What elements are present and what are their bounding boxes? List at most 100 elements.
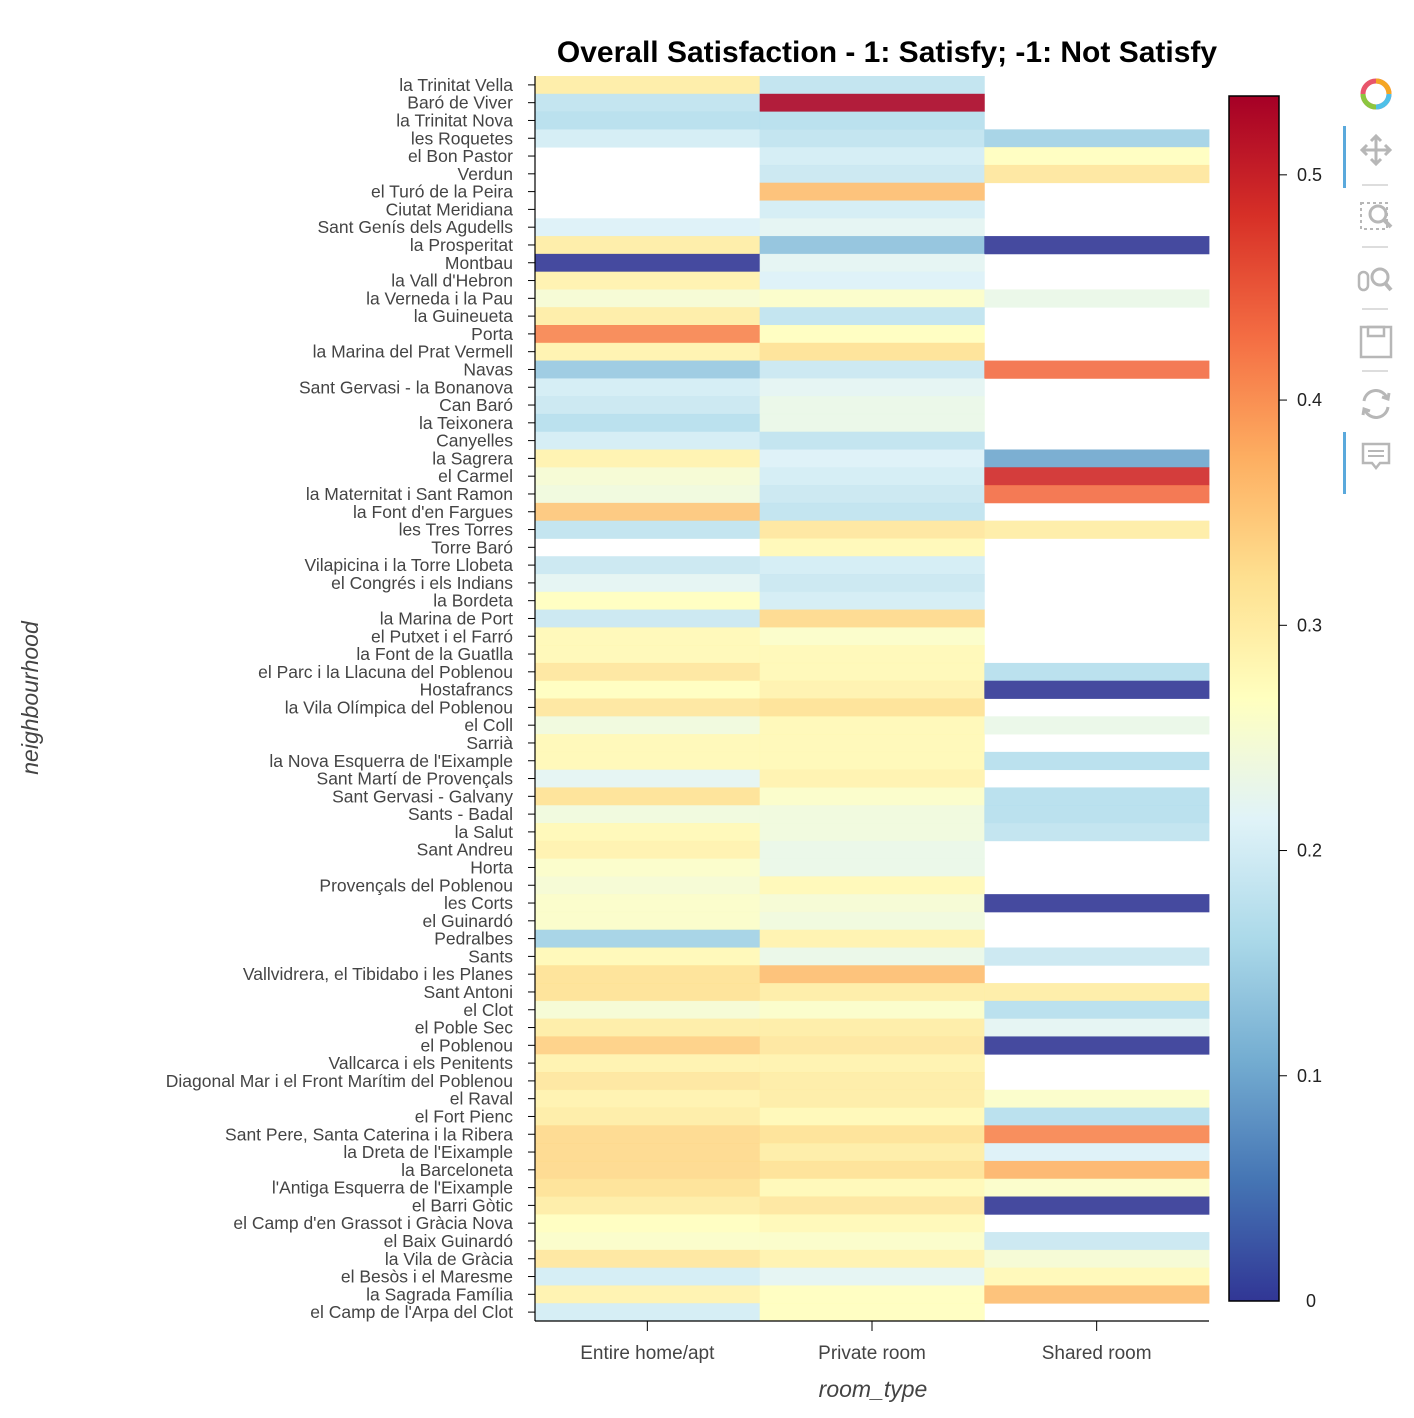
heatmap-cell[interactable]: [984, 129, 1210, 148]
heatmap-cell[interactable]: [984, 520, 1210, 539]
heatmap-cell[interactable]: [759, 1214, 985, 1233]
heatmap-cell[interactable]: [535, 396, 761, 415]
heatmap-cell[interactable]: [759, 325, 985, 344]
heatmap-cell[interactable]: [984, 1249, 1210, 1269]
heatmap-cell[interactable]: [535, 325, 761, 344]
heatmap-cell[interactable]: [759, 396, 985, 415]
heatmap-cell[interactable]: [535, 929, 761, 948]
heatmap-cell[interactable]: [535, 218, 761, 237]
heatmap-cell[interactable]: [759, 947, 985, 966]
heatmap-cell[interactable]: [759, 467, 985, 486]
heatmap-cell[interactable]: [759, 485, 985, 504]
heatmap-cell[interactable]: [984, 823, 1210, 842]
heatmap-cell[interactable]: [984, 805, 1210, 824]
heatmap-cell[interactable]: [535, 271, 761, 290]
heatmap-cell[interactable]: [984, 1036, 1210, 1055]
heatmap-cell[interactable]: [984, 289, 1210, 308]
heatmap-cell[interactable]: [759, 200, 985, 219]
heatmap-cell[interactable]: [759, 431, 985, 450]
heatmap-cell[interactable]: [759, 76, 985, 95]
heatmap-cell[interactable]: [759, 627, 985, 646]
heatmap-cell[interactable]: [759, 378, 985, 397]
heatmap-cell[interactable]: [759, 289, 985, 308]
heatmap-cell[interactable]: [535, 823, 761, 842]
heatmap-cell[interactable]: [535, 236, 761, 255]
heatmap-cell[interactable]: [759, 1160, 985, 1180]
heatmap-cell[interactable]: [984, 1143, 1210, 1162]
heatmap-cell[interactable]: [984, 1232, 1210, 1251]
heatmap-cell[interactable]: [535, 947, 761, 966]
heatmap-cell[interactable]: [759, 502, 985, 522]
heatmap-cell[interactable]: [759, 1196, 985, 1215]
heatmap-cell[interactable]: [535, 662, 761, 682]
heatmap-cell[interactable]: [535, 1178, 761, 1197]
heatmap-cell[interactable]: [759, 1249, 985, 1269]
heatmap-cell[interactable]: [535, 556, 761, 575]
heatmap-cell[interactable]: [759, 307, 985, 326]
hover-tool[interactable]: [1340, 432, 1410, 494]
heatmap-cell[interactable]: [535, 609, 761, 628]
heatmap-cell[interactable]: [535, 413, 761, 433]
heatmap-cell[interactable]: [535, 1054, 761, 1073]
heatmap-cell[interactable]: [759, 218, 985, 237]
heatmap-cell[interactable]: [535, 111, 761, 130]
heatmap-cell[interactable]: [984, 1125, 1210, 1144]
heatmap-cell[interactable]: [984, 360, 1210, 379]
heatmap-cell[interactable]: [759, 574, 985, 593]
heatmap-cell[interactable]: [759, 1000, 985, 1020]
heatmap-cell[interactable]: [535, 1249, 761, 1269]
heatmap-cell[interactable]: [759, 983, 985, 1002]
heatmap-cell[interactable]: [759, 236, 985, 255]
heatmap-cell[interactable]: [759, 751, 985, 771]
heatmap-cell[interactable]: [984, 449, 1210, 468]
heatmap-cell[interactable]: [759, 840, 985, 859]
heatmap-cell[interactable]: [759, 413, 985, 433]
heatmap-cell[interactable]: [535, 1143, 761, 1162]
heatmap-cell[interactable]: [984, 1196, 1210, 1215]
heatmap-cell[interactable]: [759, 645, 985, 664]
heatmap-cell[interactable]: [759, 271, 985, 290]
heatmap-cell[interactable]: [535, 1036, 761, 1055]
heatmap-cell[interactable]: [759, 769, 985, 788]
heatmap-cell[interactable]: [535, 307, 761, 326]
heatmap-cell[interactable]: [759, 1143, 985, 1162]
heatmap-cell[interactable]: [535, 1232, 761, 1251]
heatmap-cell[interactable]: [759, 342, 985, 361]
heatmap-cell[interactable]: [759, 876, 985, 895]
heatmap-cell[interactable]: [759, 538, 985, 557]
heatmap-cell[interactable]: [984, 716, 1210, 735]
heatmap-cell[interactable]: [759, 164, 985, 184]
heatmap-cell[interactable]: [984, 787, 1210, 806]
heatmap-cell[interactable]: [759, 1089, 985, 1108]
heatmap-cell[interactable]: [535, 734, 761, 753]
heatmap-cell[interactable]: [535, 378, 761, 397]
heatmap-cell[interactable]: [759, 182, 985, 201]
heatmap-cell[interactable]: [984, 680, 1210, 699]
heatmap-cell[interactable]: [759, 111, 985, 130]
heatmap-cell[interactable]: [535, 1107, 761, 1126]
heatmap-cell[interactable]: [759, 1178, 985, 1197]
heatmap-cell[interactable]: [984, 467, 1210, 486]
heatmap-cell[interactable]: [984, 1267, 1210, 1286]
reset-tool[interactable]: [1340, 380, 1410, 428]
heatmap-cell[interactable]: [984, 1018, 1210, 1037]
heatmap-cell[interactable]: [535, 467, 761, 486]
heatmap-cell[interactable]: [535, 289, 761, 308]
heatmap-cell[interactable]: [759, 253, 985, 273]
heatmap-cell[interactable]: [535, 787, 761, 806]
heatmap-cell[interactable]: [535, 574, 761, 593]
heatmap-cell[interactable]: [535, 449, 761, 468]
heatmap-cell[interactable]: [759, 929, 985, 948]
heatmap-cell[interactable]: [535, 520, 761, 539]
heatmap-cell[interactable]: [759, 680, 985, 699]
box-zoom-tool[interactable]: [1340, 192, 1410, 240]
bokeh-logo[interactable]: [1340, 70, 1410, 118]
heatmap-cell[interactable]: [535, 253, 761, 273]
heatmap-cell[interactable]: [535, 965, 761, 984]
heatmap-cell[interactable]: [535, 698, 761, 717]
heatmap-cell[interactable]: [535, 627, 761, 646]
heatmap-cell[interactable]: [984, 751, 1210, 771]
heatmap-cell[interactable]: [984, 983, 1210, 1002]
heatmap-cell[interactable]: [535, 342, 761, 361]
heatmap-cell[interactable]: [759, 556, 985, 575]
